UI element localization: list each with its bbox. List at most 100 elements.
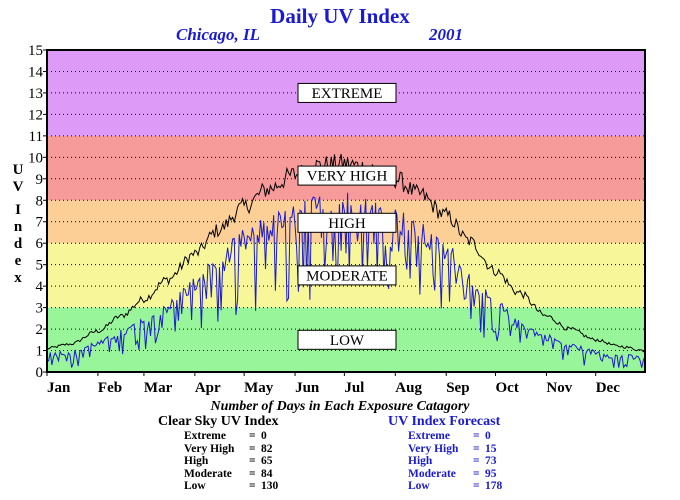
row-label: Low: [184, 480, 206, 492]
y-axis-label-letter: U: [12, 162, 24, 178]
row-eq: =: [249, 430, 256, 442]
y-axis-label-letter: V: [12, 179, 24, 195]
row-label: High: [184, 455, 209, 467]
row-value: 178: [485, 480, 503, 492]
y-axis-label-letter: d: [13, 236, 23, 252]
row-eq: =: [473, 455, 480, 467]
band-label-extreme: EXTREME: [312, 86, 383, 102]
y-tick-label: 13: [28, 86, 43, 102]
row-value: 82: [261, 442, 273, 455]
row-label: Moderate: [184, 467, 232, 480]
band-labels: LOW MODERATE HIGH VERY HIGH EXTREME: [297, 82, 397, 350]
y-tick-label: 1: [36, 344, 44, 360]
y-tick-label: 3: [36, 301, 44, 317]
y-tick-label: 11: [29, 129, 43, 145]
clear-sky-summary: Clear Sky UV Index Extreme = 0 Very High = 8…: [158, 414, 278, 493]
x-tick-label: Feb: [98, 380, 122, 396]
row-label: Very High: [408, 442, 459, 455]
x-tick-label: Nov: [546, 380, 572, 396]
band-label-high: HIGH: [328, 216, 366, 232]
table-row: Moderate = 84: [184, 468, 278, 481]
y-tick-label: 4: [36, 279, 44, 295]
row-eq: =: [473, 442, 480, 455]
row-value: 84: [261, 467, 273, 480]
row-value: 0: [485, 430, 491, 442]
chart-location: Chicago, IL: [176, 25, 261, 44]
band-label-box-high: [297, 212, 397, 233]
row-value: 130: [261, 480, 279, 492]
y-tick-label: 10: [28, 150, 43, 166]
row-label: Extreme: [408, 430, 450, 442]
y-tick-label: 2: [36, 322, 44, 338]
band-label-box-moderate: [297, 265, 397, 286]
row-label: Extreme: [184, 430, 226, 442]
row-value: 0: [261, 430, 267, 442]
row-label: Low: [408, 480, 430, 492]
summary-title: Number of Days in Each Exposure Catagory: [210, 399, 470, 414]
x-tick-label: May: [244, 380, 274, 396]
row-label: High: [408, 455, 433, 467]
y-axis-label-letter: e: [14, 253, 22, 269]
band-label-low: LOW: [330, 333, 365, 349]
table-row: Low = 130: [184, 480, 278, 493]
y-axis-label-letter: x: [14, 270, 22, 286]
clear-sky-summary-table: Extreme = 0 Very High = 82 High = 65 Moderate =…: [184, 430, 278, 493]
band-label-box-extreme: [297, 82, 397, 103]
row-label: Moderate: [408, 467, 456, 480]
table-row: Very High = 82: [184, 443, 278, 456]
table-row: Low = 178: [408, 480, 502, 493]
y-tick-label: 0: [36, 365, 44, 381]
y-axis-label-letter: n: [13, 219, 23, 235]
x-tick-label: Dec: [596, 380, 620, 396]
forecast-summary-table: Extreme = 0 Very High = 15 High = 73 Moderate =…: [408, 430, 502, 493]
y-tick-label: 14: [28, 64, 44, 80]
row-eq: =: [473, 467, 480, 480]
row-eq: =: [249, 480, 256, 492]
x-tick-label: Aug: [395, 380, 422, 396]
chart-title: Daily UV Index: [270, 4, 410, 28]
table-row: Very High = 15: [408, 443, 502, 456]
row-eq: =: [249, 442, 256, 455]
y-axis-label: U V I n d e x: [8, 162, 28, 287]
chart-year: 2001: [429, 25, 463, 44]
x-tick-label: Jan: [47, 380, 71, 396]
table-row: Extreme = 0: [184, 430, 278, 443]
forecast-summary-header: UV Index Forecast: [388, 414, 501, 429]
row-eq: =: [473, 430, 480, 442]
row-label: Very High: [184, 442, 235, 455]
table-row: Moderate = 95: [408, 468, 502, 481]
table-row: Extreme = 0: [408, 430, 502, 443]
row-value: 65: [261, 455, 273, 467]
y-axis-label-letter: I: [15, 202, 21, 218]
forecast-summary: UV Index Forecast Extreme = 0 Very High = 15…: [382, 414, 502, 493]
y-tick-label: 7: [36, 215, 44, 231]
table-row: High = 65: [184, 455, 278, 468]
row-eq: =: [249, 455, 256, 467]
x-tick-label: Apr: [195, 380, 221, 396]
y-tick-label: 5: [36, 258, 44, 274]
y-tick-label: 6: [36, 236, 44, 252]
row-eq: =: [249, 467, 256, 480]
x-tick-label: Jul: [344, 380, 364, 396]
row-eq: =: [473, 480, 480, 492]
plot-frame: [46, 49, 646, 373]
band-label-box-low: [297, 329, 397, 350]
row-value: 73: [485, 455, 497, 467]
row-value: 15: [485, 442, 497, 455]
x-tick-label: Jun: [295, 380, 320, 396]
clear-sky-summary-header: Clear Sky UV Index: [158, 414, 279, 429]
y-tick-label: 8: [36, 193, 44, 209]
row-value: 95: [485, 467, 497, 480]
x-tick-label: Mar: [144, 380, 173, 396]
y-tick-label: 9: [36, 172, 44, 188]
y-tick-label: 12: [28, 107, 43, 123]
y-tick-label: 15: [28, 43, 43, 59]
x-tick-label: Oct: [496, 380, 519, 396]
x-tick-label: Sep: [446, 380, 469, 396]
table-row: High = 73: [408, 455, 502, 468]
series-line-forecast: [46, 192, 646, 369]
band-label-very-high: VERY HIGH: [307, 169, 388, 185]
band-label-box-very-high: [297, 165, 397, 186]
